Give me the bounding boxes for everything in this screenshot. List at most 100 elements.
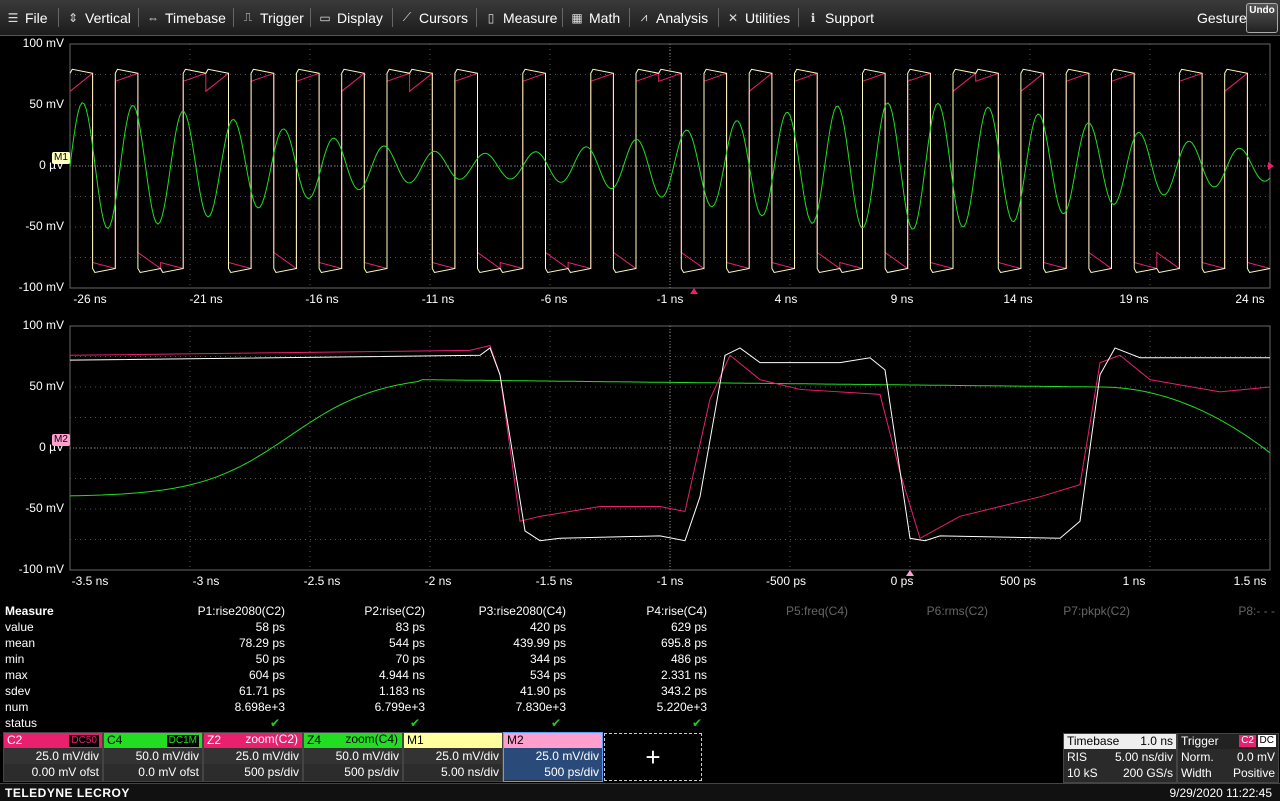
channel-header: Z4 zoom(C4) xyxy=(304,733,402,748)
x-tick-label: 1 ns xyxy=(1122,574,1146,588)
cursors-icon: ⟋ xyxy=(402,10,412,24)
x-tick-label: -16 ns xyxy=(305,292,339,306)
status-footer: TELEDYNE LECROY 9/29/2020 11:22:45 xyxy=(0,783,1280,801)
measure-row-label: max xyxy=(5,668,28,682)
x-tick-label: 500 ps xyxy=(999,574,1037,588)
menu-label: Math xyxy=(589,9,621,26)
zoom-waveform-plot xyxy=(69,325,1271,576)
measure-title[interactable]: Measure xyxy=(5,604,54,618)
channel-header: M1 xyxy=(404,733,502,748)
channel-header: C4 DC1M xyxy=(104,733,202,748)
menu-separator xyxy=(562,8,563,27)
measure-row-label: num xyxy=(5,700,29,714)
channel-header: Z2 zoom(C2) xyxy=(204,733,302,748)
measure-row-label: sdev xyxy=(5,684,31,698)
measure-row-label: min xyxy=(5,652,25,666)
param-header[interactable]: P3:rise2080(C4) xyxy=(478,604,566,618)
x-tick-label: -3 ns xyxy=(192,574,220,588)
menu-label: Utilities xyxy=(745,9,791,26)
measure-value: 7.830e+3 xyxy=(515,700,566,714)
zoom-waveform-grid[interactable]: 100 mV 50 mV 0 µV -50 mV -100 mV -3.5 ns -3 ns… xyxy=(0,318,1280,594)
timebase-mode: RIS xyxy=(1067,750,1088,764)
menu-math[interactable]: ▦ Math xyxy=(570,0,620,35)
timebase-samples: 10 kS xyxy=(1067,766,1098,780)
timebase-descriptor[interactable]: Timebase 1.0 ns RIS 5.00 ns/div 10 kS 20… xyxy=(1063,733,1177,783)
undo-button[interactable]: Undo xyxy=(1246,3,1278,33)
channel-descriptor-m1[interactable]: M1 25.0 mV/div 5.00 ns/div xyxy=(403,732,503,782)
x-tick-label: -1.5 ns xyxy=(535,574,573,588)
y-tick-label: 50 mV xyxy=(29,379,64,393)
y-tick-label: -50 mV xyxy=(25,219,64,233)
menu-support[interactable]: ℹ Support xyxy=(806,0,874,35)
trigger-position-arrow[interactable] xyxy=(906,570,914,576)
menu-analysis[interactable]: ⩘ Analysis xyxy=(637,0,709,35)
menu-timebase[interactable]: ⇔ Timebase xyxy=(146,0,226,35)
channel-tag: zoom(C2) xyxy=(245,732,298,746)
menu-separator xyxy=(310,8,311,27)
trace-marker-tag[interactable]: M1 xyxy=(52,152,70,164)
channel-line1: 25.0 mV/div xyxy=(404,748,502,764)
channel-descriptor-z2[interactable]: Z2 zoom(C2) 25.0 mV/div 500 ps/div xyxy=(203,732,303,782)
param-header-inactive[interactable]: P5:freq(C4) xyxy=(785,604,848,618)
menu-bar: ☰ File ⇕ Vertical ⇔ Timebase ⎍ Trigger ▭ Display ⟋… xyxy=(0,0,1280,36)
menu-separator xyxy=(629,8,630,27)
menu-label: Cursors xyxy=(419,9,469,26)
param-header-inactive[interactable]: P6:rms(C2) xyxy=(926,604,988,618)
trigger-level-arrow[interactable] xyxy=(1268,162,1274,170)
measure-table[interactable]: Measure P1:rise2080(C2) P2:rise(C2) P3:rise… xyxy=(0,604,1280,732)
y-tick-label: -50 mV xyxy=(25,501,64,515)
menu-file[interactable]: ☰ File xyxy=(6,0,48,35)
vertical-arrows-icon: ⇕ xyxy=(67,10,79,25)
gesture-label[interactable]: Gesture xyxy=(1197,10,1247,26)
timebase-row-1: RIS 5.00 ns/div xyxy=(1064,749,1176,765)
channel-line2: 0.00 mV ofst xyxy=(4,764,102,780)
trigger-descriptor[interactable]: Trigger C2 DC Norm. 0.0 mV Width Positiv… xyxy=(1177,733,1279,783)
param-header[interactable]: P1:rise2080(C2) xyxy=(197,604,285,618)
y-tick-label: 100 mV xyxy=(22,318,64,332)
x-tick-label: -6 ns xyxy=(540,292,568,306)
measure-value: 61.71 ps xyxy=(238,684,285,698)
trigger-source-tag: C2 xyxy=(1239,735,1256,747)
measure-row-label: status xyxy=(5,716,38,730)
trigger-row-2: Width Positive xyxy=(1178,765,1278,781)
param-header[interactable]: P4:rise(C4) xyxy=(646,604,707,618)
brand-logo-text: TELEDYNE LECROY xyxy=(5,786,130,800)
menu-display[interactable]: ▭ Display xyxy=(318,0,383,35)
math-icon: ▦ xyxy=(571,10,583,25)
param-header[interactable]: P2:rise(C2) xyxy=(364,604,425,618)
menu-utilities[interactable]: ✕ Utilities xyxy=(726,0,790,35)
measure-value: 50 ps xyxy=(255,652,285,666)
channel-descriptor-c2[interactable]: C2 DC50 25.0 mV/div 0.00 mV ofst xyxy=(3,732,103,782)
param-header-inactive[interactable]: P8:- - - xyxy=(1238,604,1275,618)
z2-waveform xyxy=(69,344,1271,540)
trigger-coupling-tag: DC xyxy=(1257,735,1276,747)
m2-waveform xyxy=(69,347,1270,542)
channel-header: C2 DC50 xyxy=(4,733,102,748)
measure-value: 695.8 ps xyxy=(660,636,707,650)
menu-trigger[interactable]: ⎍ Trigger xyxy=(241,0,304,35)
measure-value: 5.220e+3 xyxy=(656,700,707,714)
param-header-inactive[interactable]: P7:pkpk(C2) xyxy=(1063,604,1130,618)
channel-tag: DC50 xyxy=(68,734,100,748)
main-waveform-grid[interactable]: 100 mV 50 mV 0 µV -50 mV -100 mV -26 ns -21 ns… xyxy=(0,36,1280,312)
channel-name: M2 xyxy=(507,733,524,747)
menu-vertical[interactable]: ⇕ Vertical xyxy=(66,0,131,35)
measure-value: 420 ps xyxy=(529,620,566,634)
channel-line2: 5.00 ns/div xyxy=(404,764,502,780)
trigger-position-arrow[interactable] xyxy=(690,288,698,294)
measure-value: 344 ps xyxy=(529,652,566,666)
menu-label: Support xyxy=(825,9,875,26)
channel-name: Z2 xyxy=(207,733,222,747)
x-tick-label: -1 ns xyxy=(656,574,684,588)
channel-descriptor-m2[interactable]: M2 25.0 mV/div 500 ps/div xyxy=(503,732,603,782)
x-tick-label: 0 ps xyxy=(890,574,914,588)
trigger-title: Trigger xyxy=(1181,734,1219,748)
timebase-rate: 200 GS/s xyxy=(1122,766,1173,780)
channel-descriptor-z4[interactable]: Z4 zoom(C4) 50.0 mV/div 500 ps/div xyxy=(303,732,403,782)
trace-marker-tag[interactable]: M2 xyxy=(52,434,70,446)
channel-descriptor-c4[interactable]: C4 DC1M 50.0 mV/div 0.0 mV ofst xyxy=(103,732,203,782)
menu-measure[interactable]: ▯ Measure xyxy=(484,0,558,35)
menu-cursors[interactable]: ⟋ Cursors xyxy=(400,0,468,35)
menu-separator xyxy=(798,8,799,27)
add-trace-button[interactable]: + xyxy=(604,733,702,781)
